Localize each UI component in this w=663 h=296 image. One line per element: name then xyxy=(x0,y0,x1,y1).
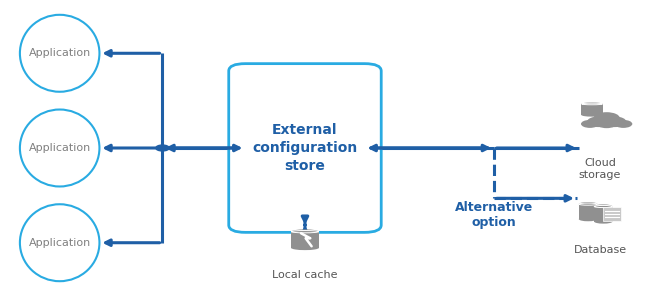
Text: Database: Database xyxy=(573,245,627,255)
FancyBboxPatch shape xyxy=(603,207,621,221)
Ellipse shape xyxy=(291,229,319,234)
Text: Application: Application xyxy=(29,238,91,248)
Ellipse shape xyxy=(594,219,613,224)
Text: Alternative
option: Alternative option xyxy=(455,201,533,229)
Text: Application: Application xyxy=(29,48,91,58)
Ellipse shape xyxy=(20,15,99,92)
Bar xyxy=(581,104,603,115)
FancyBboxPatch shape xyxy=(229,64,381,232)
Ellipse shape xyxy=(581,113,603,117)
Circle shape xyxy=(603,116,627,127)
Circle shape xyxy=(581,120,599,128)
Ellipse shape xyxy=(20,110,99,186)
Text: Local cache: Local cache xyxy=(272,270,337,280)
Ellipse shape xyxy=(20,204,99,281)
Ellipse shape xyxy=(579,217,597,221)
Ellipse shape xyxy=(579,202,597,206)
Circle shape xyxy=(615,120,633,128)
Bar xyxy=(594,207,613,221)
Circle shape xyxy=(156,145,169,151)
Bar xyxy=(579,204,597,219)
Bar xyxy=(291,232,319,248)
Text: Cloud
storage: Cloud storage xyxy=(579,158,621,179)
Ellipse shape xyxy=(594,204,613,209)
Circle shape xyxy=(587,116,611,127)
Ellipse shape xyxy=(291,246,319,250)
Text: Application: Application xyxy=(29,143,91,153)
Ellipse shape xyxy=(581,102,603,106)
Text: External
configuration
store: External configuration store xyxy=(253,123,357,173)
Circle shape xyxy=(596,119,617,128)
Circle shape xyxy=(593,112,620,124)
